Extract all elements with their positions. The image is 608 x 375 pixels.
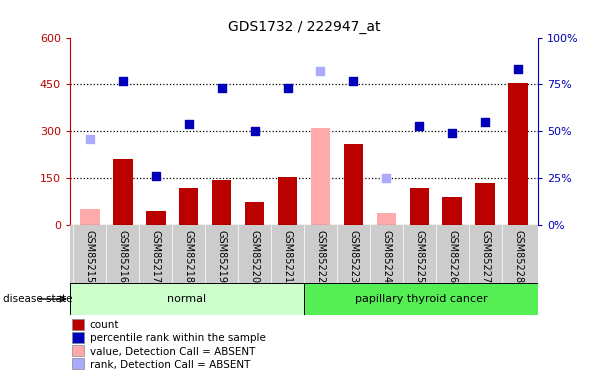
Text: count: count: [89, 320, 119, 330]
Text: value, Detection Call = ABSENT: value, Detection Call = ABSENT: [89, 346, 255, 357]
Text: papillary thyroid cancer: papillary thyroid cancer: [354, 294, 488, 304]
Text: GSM85218: GSM85218: [184, 230, 193, 283]
Point: [382, 175, 392, 181]
Bar: [278, 177, 297, 225]
Point: [316, 68, 325, 74]
Point: [348, 78, 358, 84]
Bar: [112, 159, 133, 225]
Bar: [410, 188, 429, 225]
Text: GSM85216: GSM85216: [118, 230, 128, 283]
Point: [283, 85, 292, 91]
Point: [447, 130, 457, 136]
Bar: [304, 283, 538, 315]
Bar: [70, 283, 304, 315]
Text: percentile rank within the sample: percentile rank within the sample: [89, 333, 266, 344]
Text: GSM85219: GSM85219: [216, 230, 227, 283]
Bar: [508, 83, 528, 225]
Point: [151, 173, 161, 179]
Bar: [72, 345, 84, 356]
Point: [118, 78, 128, 84]
Text: disease state: disease state: [3, 294, 72, 304]
Bar: [72, 332, 84, 343]
Bar: [344, 144, 364, 225]
Text: GSM85224: GSM85224: [381, 230, 392, 283]
Text: GSM85226: GSM85226: [447, 230, 457, 283]
Bar: [80, 209, 100, 225]
Text: rank, Detection Call = ABSENT: rank, Detection Call = ABSENT: [89, 360, 250, 370]
Point: [513, 66, 523, 72]
Point: [85, 136, 95, 142]
Text: GSM85228: GSM85228: [513, 230, 523, 283]
Bar: [311, 128, 330, 225]
Text: GSM85223: GSM85223: [348, 230, 359, 283]
Title: GDS1732 / 222947_at: GDS1732 / 222947_at: [228, 20, 380, 34]
Bar: [146, 211, 165, 225]
Bar: [443, 197, 462, 225]
Point: [415, 123, 424, 129]
Text: GSM85220: GSM85220: [249, 230, 260, 283]
Text: GSM85225: GSM85225: [415, 230, 424, 283]
Point: [216, 85, 226, 91]
Bar: [72, 358, 84, 369]
Text: GSM85227: GSM85227: [480, 230, 490, 283]
Bar: [212, 180, 232, 225]
Text: GSM85217: GSM85217: [151, 230, 161, 283]
Bar: [244, 202, 264, 225]
Bar: [72, 319, 84, 330]
Point: [184, 121, 193, 127]
Bar: [475, 183, 496, 225]
Bar: [179, 188, 198, 225]
Text: normal: normal: [167, 294, 207, 304]
Point: [250, 128, 260, 134]
Point: [480, 119, 490, 125]
Text: GSM85215: GSM85215: [85, 230, 95, 283]
Text: GSM85221: GSM85221: [283, 230, 292, 283]
Bar: [376, 213, 396, 225]
Text: GSM85222: GSM85222: [316, 230, 325, 283]
